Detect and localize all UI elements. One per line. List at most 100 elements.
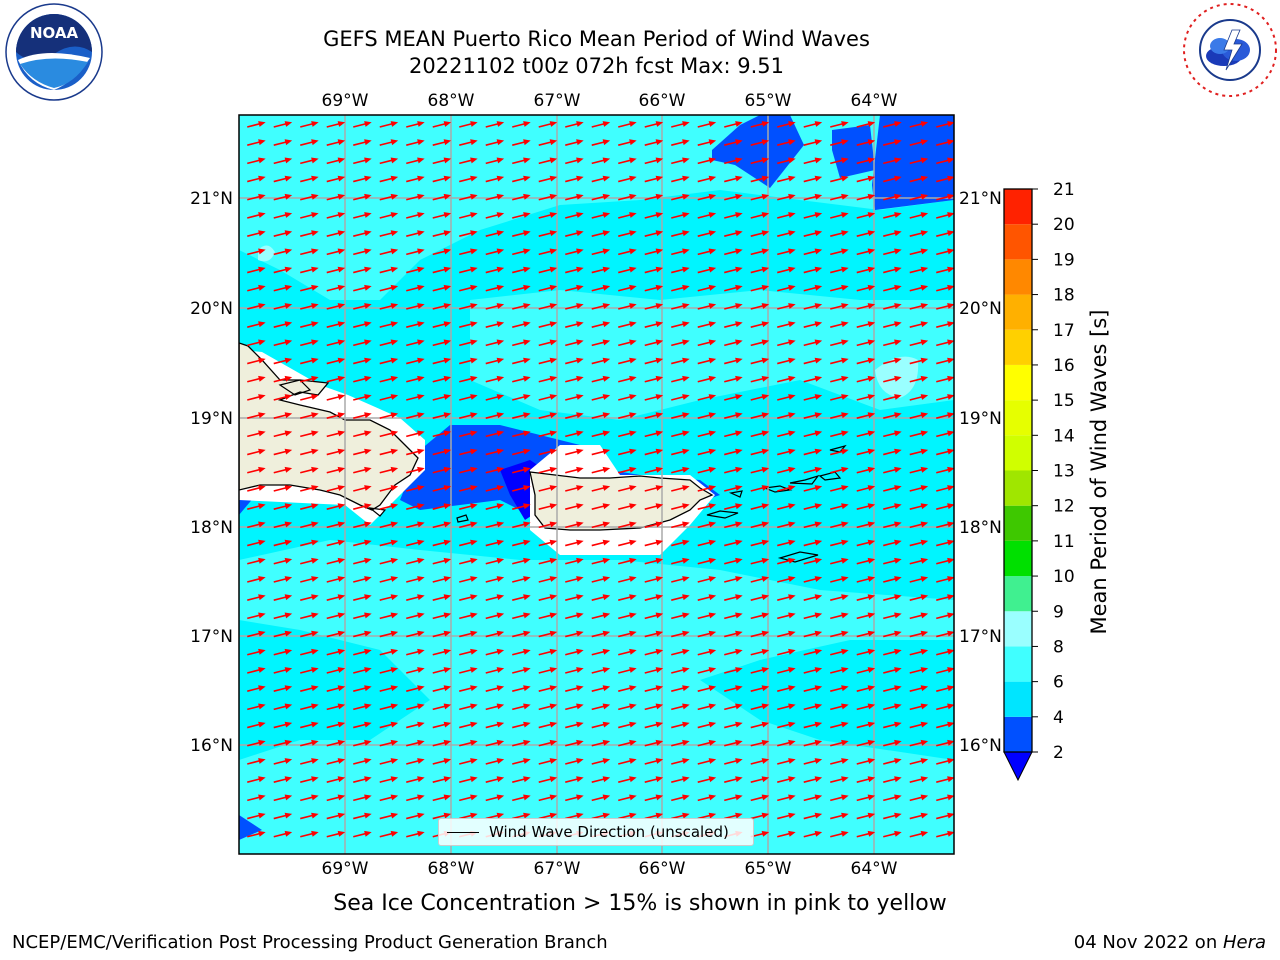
wave-direction-arrow <box>644 667 664 674</box>
sea-ice-note: Sea Ice Concentration > 15% is shown in … <box>333 891 947 916</box>
wave-direction-arrow <box>326 175 346 183</box>
wave-direction-arrow <box>326 667 346 674</box>
wave-direction-arrow <box>618 521 637 529</box>
wave-direction-arrow <box>379 794 399 802</box>
wave-direction-arrow <box>909 703 929 711</box>
wave-direction-arrow <box>909 357 929 365</box>
wave-direction-arrow <box>750 430 770 438</box>
wave-direction-arrow <box>909 503 929 510</box>
wave-direction-arrow <box>909 685 929 692</box>
wave-direction-arrow <box>565 157 584 165</box>
wave-direction-arrow <box>697 794 717 802</box>
wind-wave-direction-arrows <box>247 121 954 838</box>
wave-direction-arrow <box>273 758 293 765</box>
wave-direction-arrow <box>618 594 637 601</box>
wave-direction-arrow <box>856 594 876 601</box>
wave-direction-arrow <box>936 303 954 310</box>
wave-direction-arrow <box>644 412 664 419</box>
wave-direction-arrow <box>326 284 346 292</box>
wave-direction-arrow <box>247 193 266 201</box>
wave-direction-arrow <box>883 375 902 383</box>
wave-direction-arrow <box>856 794 876 802</box>
wave-direction-arrow <box>247 830 266 838</box>
wave-direction-arrow <box>777 466 796 474</box>
wave-direction-arrow <box>406 412 425 419</box>
wave-direction-arrow <box>883 557 902 565</box>
wave-direction-arrow <box>538 685 558 692</box>
wave-direction-arrow <box>724 557 743 565</box>
wave-direction-arrow <box>512 594 531 601</box>
wave-direction-arrow <box>830 284 849 292</box>
wave-direction-arrow <box>750 685 770 692</box>
wave-direction-arrow <box>591 612 611 620</box>
wave-direction-arrow <box>697 557 717 565</box>
wave-direction-arrow <box>247 266 266 274</box>
wave-direction-arrow <box>247 776 266 783</box>
wave-direction-arrow <box>326 612 346 620</box>
wave-direction-arrow <box>644 284 664 292</box>
lat-label-left: 17°N <box>190 627 233 647</box>
colorbar-tick-label: 12 <box>1053 497 1075 517</box>
wave-direction-arrow <box>697 193 717 201</box>
wave-direction-arrow <box>724 193 743 201</box>
wave-direction-arrow <box>644 357 664 365</box>
wave-direction-arrow <box>618 466 637 474</box>
wave-direction-arrow <box>803 576 823 583</box>
wave-direction-arrow <box>353 357 372 365</box>
wave-direction-arrow <box>697 539 717 547</box>
colorbar-tick-label: 16 <box>1053 356 1075 376</box>
noaa-logo: NOAA <box>4 2 104 106</box>
wave-direction-arrow <box>432 230 452 237</box>
wave-direction-arrow <box>936 339 954 347</box>
wave-direction-arrow <box>644 703 664 711</box>
wave-direction-arrow <box>591 175 611 183</box>
wave-direction-arrow <box>485 794 505 802</box>
wave-direction-arrow <box>936 193 954 201</box>
wave-direction-arrow <box>326 539 346 547</box>
wave-direction-arrow <box>406 230 425 237</box>
wave-direction-arrow <box>803 339 823 347</box>
wave-direction-arrow <box>697 739 717 747</box>
wave-direction-arrow <box>724 375 743 383</box>
wave-direction-arrow <box>512 412 531 419</box>
wave-direction-arrow <box>379 121 399 128</box>
wave-direction-arrow <box>856 630 876 638</box>
wave-direction-arrow <box>883 248 902 256</box>
wave-direction-arrow <box>724 321 743 328</box>
wave-direction-arrow <box>565 284 584 292</box>
wave-direction-arrow <box>273 612 293 620</box>
wave-direction-arrow <box>803 466 823 474</box>
wave-direction-arrow <box>830 539 849 547</box>
footer-date-text: 04 Nov 2022 on <box>1073 932 1223 953</box>
wave-direction-arrow <box>459 266 478 274</box>
wave-direction-arrow <box>406 685 425 692</box>
wave-direction-arrow <box>326 648 346 656</box>
wave-direction-arrow <box>936 375 954 383</box>
wave-direction-arrow <box>856 321 876 328</box>
wave-direction-arrow <box>856 139 876 146</box>
wave-direction-arrow <box>485 121 505 128</box>
wave-direction-arrow <box>909 557 929 565</box>
wave-direction-arrow <box>909 612 929 620</box>
wave-direction-arrow <box>379 284 399 292</box>
wave-direction-arrow <box>777 266 796 274</box>
puerto-rico-landmass <box>529 471 714 531</box>
wave-direction-arrow <box>618 776 637 783</box>
wave-direction-arrow <box>671 157 690 165</box>
wave-direction-arrow <box>644 721 664 729</box>
wave-direction-arrow <box>432 685 452 692</box>
lon-label-top: 68°W <box>428 91 475 111</box>
wave-direction-arrow <box>459 121 478 128</box>
wave-direction-arrow <box>459 576 478 583</box>
wave-direction-arrow <box>750 466 770 474</box>
wave-direction-arrow <box>432 721 452 729</box>
wave-direction-arrow <box>379 576 399 583</box>
wave-direction-arrow <box>300 703 319 711</box>
wave-direction-arrow <box>406 284 425 292</box>
wave-direction-arrow <box>644 339 664 347</box>
wave-direction-arrow <box>909 794 929 802</box>
wave-direction-arrow <box>830 157 849 165</box>
wave-direction-arrow <box>273 175 293 183</box>
wave-direction-arrow <box>273 266 293 274</box>
colorbar-band <box>1004 364 1032 401</box>
